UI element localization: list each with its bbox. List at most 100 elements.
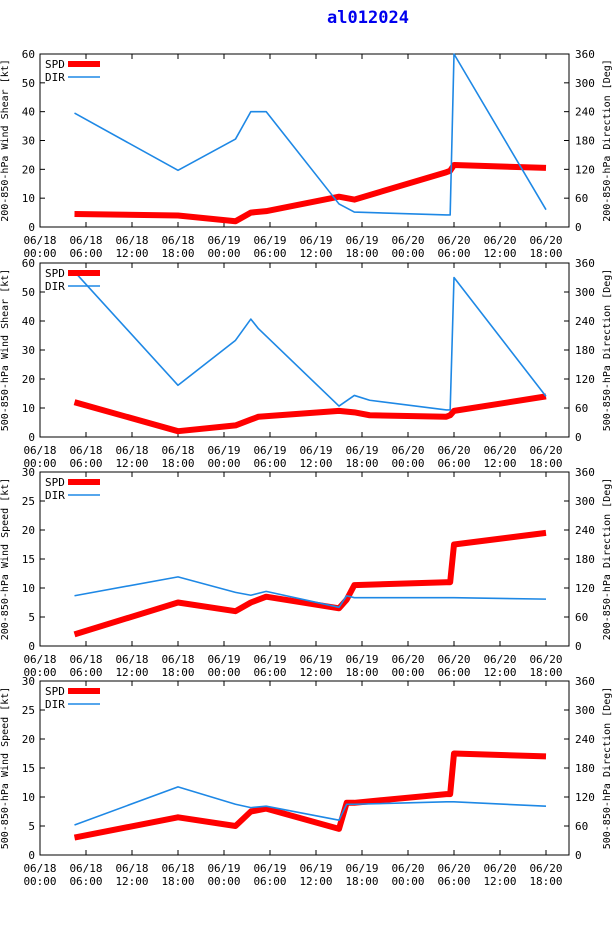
y2-tick-label: 120 [575, 582, 595, 595]
x-tick-date: 06/19 [207, 862, 240, 875]
y-tick-label: 60 [22, 48, 35, 61]
x-tick-time: 12:00 [115, 247, 148, 260]
x-tick-date: 06/19 [253, 862, 286, 875]
y-tick-label: 20 [22, 373, 35, 386]
y-tick-label: 10 [22, 192, 35, 205]
x-tick-time: 18:00 [345, 247, 378, 260]
x-tick-date: 06/18 [115, 444, 148, 457]
x-tick-date: 06/20 [483, 653, 516, 666]
dir-series-line [74, 576, 547, 609]
x-tick-time: 12:00 [483, 457, 516, 470]
x-tick-date: 06/18 [23, 444, 56, 457]
y2-tick-label: 300 [575, 704, 595, 717]
x-tick-date: 06/20 [529, 862, 562, 875]
y-tick-label: 0 [28, 221, 35, 234]
x-tick-time: 12:00 [299, 875, 332, 888]
x-tick-time: 12:00 [299, 666, 332, 679]
x-tick-date: 06/19 [253, 234, 286, 247]
y2-tick-label: 0 [575, 431, 582, 444]
y2-tick-label: 240 [575, 315, 595, 328]
x-tick-date: 06/18 [115, 862, 148, 875]
y2-tick-label: 180 [575, 553, 595, 566]
spd-series-line [73, 393, 547, 435]
chart-panel-3: 05101520253006012018024030036006/1800:00… [0, 466, 613, 679]
x-tick-time: 12:00 [483, 666, 516, 679]
x-tick-time: 18:00 [529, 247, 562, 260]
x-tick-time: 06:00 [437, 875, 470, 888]
y2-tick-label: 180 [575, 762, 595, 775]
y-tick-label: 30 [22, 344, 35, 357]
x-tick-date: 06/20 [529, 234, 562, 247]
x-tick-time: 18:00 [161, 875, 194, 888]
x-tick-time: 06:00 [69, 666, 102, 679]
x-tick-time: 06:00 [253, 875, 286, 888]
y2-tick-label: 300 [575, 77, 595, 90]
x-tick-time: 12:00 [115, 457, 148, 470]
y-tick-label: 30 [22, 675, 35, 688]
x-tick-time: 00:00 [207, 457, 240, 470]
spd-series-line [74, 162, 547, 225]
y-tick-label: 10 [22, 582, 35, 595]
y-tick-label: 0 [28, 849, 35, 862]
legend-label-dir: DIR [45, 698, 65, 711]
x-tick-date: 06/18 [69, 234, 102, 247]
chart-panel-1: 010203040506006012018024030036006/1800:0… [0, 48, 613, 260]
legend-label-spd: SPD [45, 58, 65, 71]
chart-panel-2: 010203040506006012018024030036006/1800:0… [0, 257, 613, 470]
y-tick-label: 50 [22, 286, 35, 299]
y2-tick-label: 300 [575, 495, 595, 508]
x-tick-date: 06/19 [345, 862, 378, 875]
y-tick-label: 15 [22, 553, 35, 566]
y2-tick-label: 120 [575, 373, 595, 386]
y2-tick-label: 60 [575, 402, 588, 415]
y2-tick-label: 60 [575, 192, 588, 205]
y2-axis-label: 500-850-hPa Direction [Deg] [602, 269, 613, 432]
x-tick-time: 12:00 [115, 875, 148, 888]
x-tick-date: 06/18 [69, 444, 102, 457]
y-tick-label: 5 [28, 820, 35, 833]
x-tick-time: 12:00 [115, 666, 148, 679]
legend-label-spd: SPD [45, 476, 65, 489]
x-tick-date: 06/20 [391, 862, 424, 875]
legend-label-dir: DIR [45, 71, 65, 84]
y-tick-label: 20 [22, 163, 35, 176]
x-tick-date: 06/18 [161, 653, 194, 666]
y2-tick-label: 0 [575, 221, 582, 234]
x-tick-time: 12:00 [483, 875, 516, 888]
x-tick-date: 06/20 [529, 653, 562, 666]
y-tick-label: 5 [28, 611, 35, 624]
x-tick-date: 06/19 [345, 234, 378, 247]
x-tick-date: 06/20 [529, 444, 562, 457]
x-tick-date: 06/19 [299, 862, 332, 875]
x-tick-date: 06/18 [69, 653, 102, 666]
x-tick-date: 06/20 [437, 862, 470, 875]
x-tick-date: 06/20 [437, 234, 470, 247]
x-tick-date: 06/20 [483, 234, 516, 247]
x-tick-time: 06:00 [253, 247, 286, 260]
x-tick-time: 06:00 [69, 247, 102, 260]
x-tick-time: 00:00 [23, 247, 56, 260]
x-tick-time: 00:00 [23, 666, 56, 679]
x-tick-time: 06:00 [69, 457, 102, 470]
x-tick-date: 06/18 [69, 862, 102, 875]
dir-series-line [74, 53, 547, 216]
x-tick-date: 06/18 [23, 653, 56, 666]
y-tick-label: 30 [22, 135, 35, 148]
x-tick-date: 06/19 [253, 444, 286, 457]
x-tick-date: 06/18 [161, 234, 194, 247]
x-tick-time: 00:00 [207, 875, 240, 888]
x-tick-time: 00:00 [391, 875, 424, 888]
y2-tick-label: 300 [575, 286, 595, 299]
x-tick-date: 06/20 [437, 444, 470, 457]
y2-tick-label: 360 [575, 257, 595, 270]
x-tick-time: 00:00 [207, 666, 240, 679]
x-tick-time: 06:00 [253, 457, 286, 470]
y-tick-label: 0 [28, 640, 35, 653]
x-tick-time: 00:00 [207, 247, 240, 260]
y-tick-label: 20 [22, 733, 35, 746]
x-tick-date: 06/19 [299, 653, 332, 666]
x-tick-date: 06/18 [115, 653, 148, 666]
y2-axis-label: 200-850-hPa Direction [Deg] [602, 59, 613, 222]
legend-label-spd: SPD [45, 685, 65, 698]
